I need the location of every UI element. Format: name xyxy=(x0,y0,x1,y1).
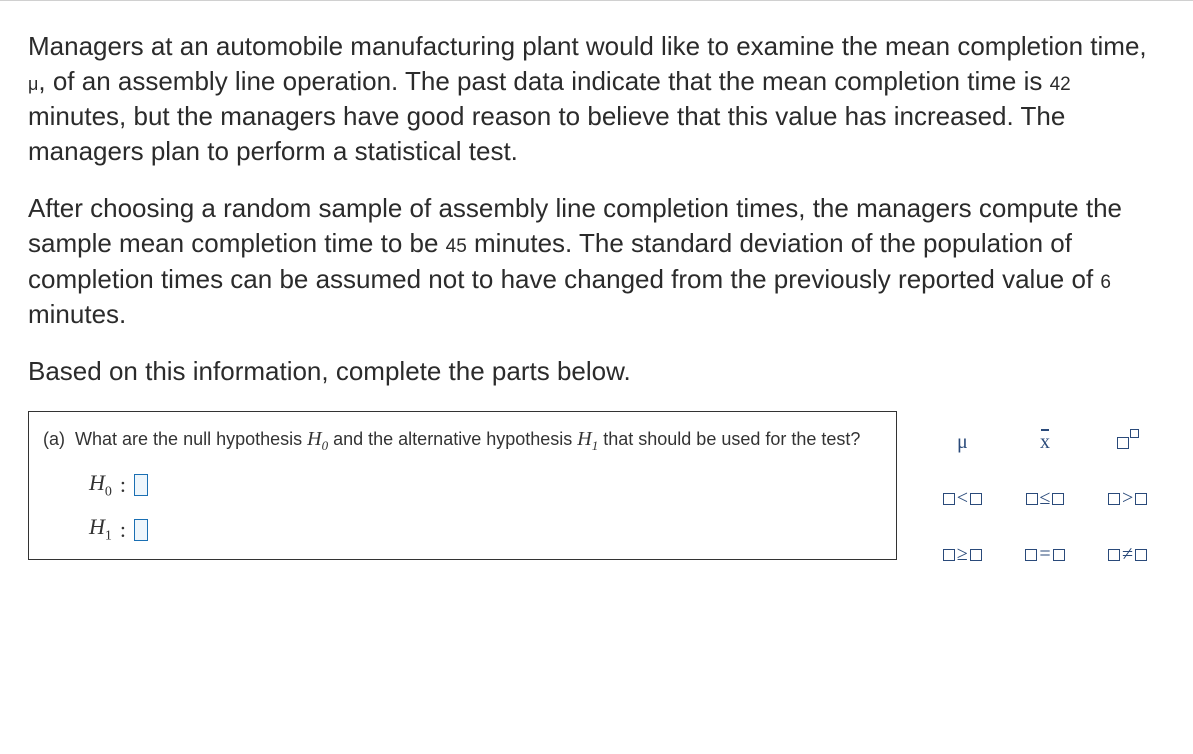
palette-equal[interactable]: = xyxy=(1008,529,1083,581)
palette-less-equal[interactable]: ≤ xyxy=(1008,473,1083,525)
symbol-palette: μ x < ≤ > ≥ = ≠ xyxy=(925,417,1165,581)
paragraph-2: After choosing a random sample of assemb… xyxy=(28,191,1165,331)
h1-input-line: H1 : xyxy=(89,514,882,544)
h1-input[interactable] xyxy=(134,519,148,541)
h0-symbol: H0 xyxy=(307,428,328,450)
value-6: 6 xyxy=(1100,272,1111,293)
part-a-question: (a) What are the null hypothesis H0 and … xyxy=(43,424,882,456)
palette-mu[interactable]: μ xyxy=(925,417,1000,469)
h0-label: H0 xyxy=(89,470,112,500)
paragraph-3: Based on this information, complete the … xyxy=(28,354,1165,389)
colon: : xyxy=(120,472,126,498)
text: Managers at an automobile manufacturing … xyxy=(28,31,1147,61)
palette-greater-equal[interactable]: ≥ xyxy=(925,529,1000,581)
part-label: (a) xyxy=(43,429,65,449)
part-a-box: (a) What are the null hypothesis H0 and … xyxy=(28,411,897,560)
part-a-row: (a) What are the null hypothesis H0 and … xyxy=(28,411,1165,581)
value-42: 42 xyxy=(1050,74,1071,95)
palette-greater-than[interactable]: > xyxy=(1090,473,1165,525)
text: that should be used for the test? xyxy=(598,429,860,449)
h1-symbol: H1 xyxy=(577,428,598,450)
text: minutes, but the managers have good reas… xyxy=(28,101,1065,166)
palette-not-equal[interactable]: ≠ xyxy=(1090,529,1165,581)
palette-power[interactable] xyxy=(1090,417,1165,469)
text: What are the null hypothesis xyxy=(75,429,307,449)
colon: : xyxy=(120,517,126,543)
text: and the alternative hypothesis xyxy=(328,429,577,449)
value-45: 45 xyxy=(446,236,467,257)
h1-label: H1 xyxy=(89,514,112,544)
text: minutes. xyxy=(28,299,126,329)
paragraph-1: Managers at an automobile manufacturing … xyxy=(28,29,1165,169)
palette-xbar[interactable]: x xyxy=(1008,417,1083,469)
h0-input-line: H0 : xyxy=(89,470,882,500)
h0-input[interactable] xyxy=(134,474,148,496)
text: , of an assembly line operation. The pas… xyxy=(38,66,1049,96)
mu-symbol: μ xyxy=(28,74,38,94)
palette-less-than[interactable]: < xyxy=(925,473,1000,525)
